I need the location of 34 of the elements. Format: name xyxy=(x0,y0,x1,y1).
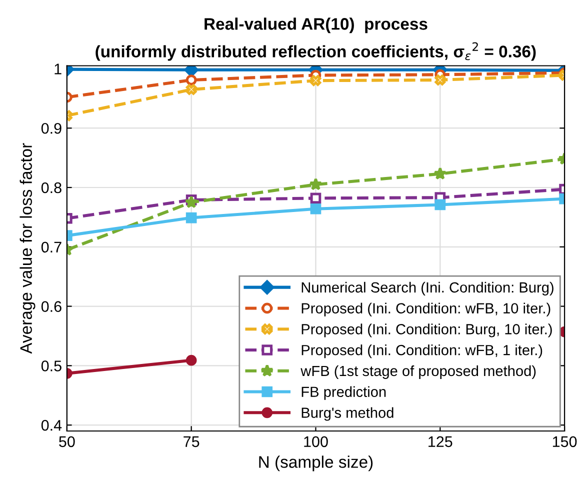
point xyxy=(184,196,198,208)
x-tick-label: 50 xyxy=(59,436,75,448)
legend-label: Proposed (Ini. Condition: wFB, 1 iter.) xyxy=(302,344,542,358)
x-tick-label: 100 xyxy=(304,436,328,448)
y-tick-label: 0.9 xyxy=(41,122,62,134)
point xyxy=(310,192,322,204)
legend-label: Burg's method xyxy=(302,407,394,421)
y-tick-label: 1 xyxy=(54,64,62,74)
point xyxy=(434,74,446,86)
point xyxy=(434,167,447,180)
y-tick-label: 0.4 xyxy=(41,420,62,431)
y-tick-label: 0.6 xyxy=(41,301,62,312)
y-tick-label: 0.7 xyxy=(41,242,62,253)
point xyxy=(186,212,197,224)
x-tick-label: 75 xyxy=(184,436,200,448)
legend-label: wFB (1st stage of proposed method) xyxy=(300,365,536,380)
point xyxy=(186,84,197,95)
y-tick-label: 0.5 xyxy=(41,360,62,372)
y-tick-label: 0.8 xyxy=(41,182,62,194)
legend-label: Numerical Search (Ini. Condition: Burg) xyxy=(302,282,554,296)
legend-label: Proposed (Ini. Condition: wFB, 10 iter.) xyxy=(302,302,550,316)
y-axis-title: Average value for loss factor xyxy=(20,143,36,354)
point xyxy=(309,178,322,190)
legend-label: FB prediction xyxy=(302,386,386,400)
x-tick-label: 125 xyxy=(428,436,452,448)
point xyxy=(434,199,446,210)
x-axis-title: N (sample size) xyxy=(259,456,373,472)
point xyxy=(184,66,198,78)
x-tick-label: 150 xyxy=(552,436,577,448)
point xyxy=(310,75,322,86)
chart-title: Real-valued AR(10) process (uniformly distributed reflection coefficients, σ$_{ε}$$^{2}$ = 0.36) xyxy=(96,18,536,61)
legend-label: Proposed (Ini. Condition: Burg, 10 iter.) xyxy=(302,324,552,338)
point xyxy=(310,203,322,214)
point xyxy=(186,74,197,86)
